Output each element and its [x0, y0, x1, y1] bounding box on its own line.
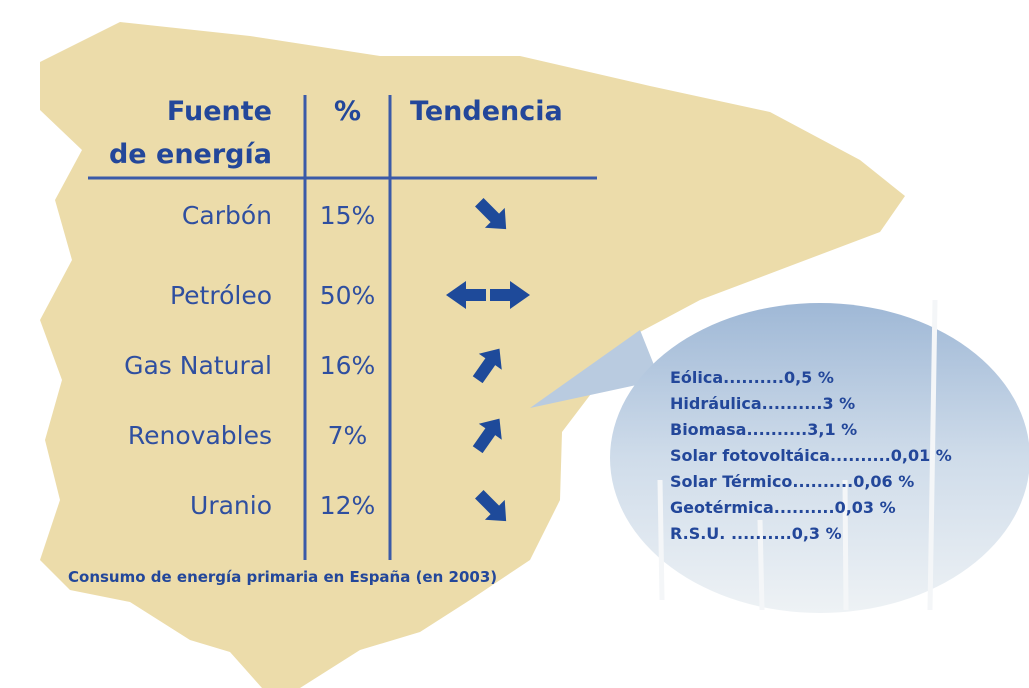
source: Gas Natural [124, 353, 272, 378]
source: Renovables [128, 423, 272, 448]
header: de energía [109, 141, 272, 168]
source: Petróleo [170, 283, 272, 308]
header: Fuente [167, 98, 272, 125]
source: Uranio [190, 493, 272, 518]
renewable-item: R.S.U. ..........0,3 % [670, 526, 842, 542]
caption: Consumo de energía primaria en España (e… [68, 570, 497, 585]
percent: 50% [305, 283, 390, 308]
header: % [305, 98, 390, 125]
renewable-item: Hidráulica..........3 % [670, 396, 855, 412]
infographic: Fuente de energía % Tendencia Carbón 15%… [0, 0, 1029, 688]
renewable-item: Solar fotovoltáica..........0,01 % [670, 448, 952, 464]
renewable-item: Eólica..........0,5 % [670, 370, 834, 386]
source: Carbón [182, 203, 272, 228]
renewable-item: Geotérmica..........0,03 % [670, 500, 896, 516]
percent: 15% [305, 203, 390, 228]
renewable-item: Solar Térmico..........0,06 % [670, 474, 914, 490]
percent: 16% [305, 353, 390, 378]
percent: 7% [305, 423, 390, 448]
header: Tendencia [410, 98, 563, 125]
renewable-item: Biomasa..........3,1 % [670, 422, 857, 438]
percent: 12% [305, 493, 390, 518]
